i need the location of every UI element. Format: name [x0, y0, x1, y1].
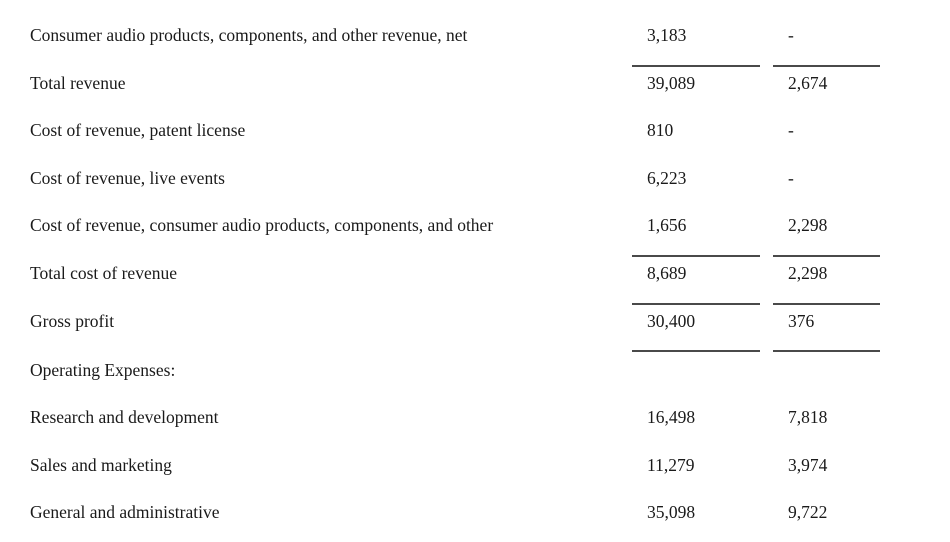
- row-label: Total cost of revenue: [30, 262, 177, 283]
- value-col1: 6,223: [647, 167, 687, 188]
- value-col1: 35,098: [647, 502, 696, 523]
- value-col1: 810: [647, 120, 674, 141]
- value-col1: [632, 352, 760, 400]
- row-label: Operating Expenses:: [30, 359, 176, 380]
- table-row: Consumer audio products, components, and…: [0, 17, 950, 65]
- value-col1: 11,279: [647, 454, 695, 475]
- value-col2: 7,818: [788, 407, 828, 428]
- row-label: Cost of revenue, consumer audio products…: [30, 215, 494, 236]
- table-row: Operating Expenses:: [0, 352, 950, 400]
- value-col1: 16,498: [647, 407, 696, 428]
- row-label: General and administrative: [30, 502, 220, 523]
- table-row: Research and development 16,498 7,818: [0, 399, 950, 447]
- row-label: Sales and marketing: [30, 454, 172, 475]
- value-col2: -: [788, 120, 794, 141]
- value-col1: 1,656: [647, 215, 687, 236]
- value-col2: 3,974: [788, 454, 828, 475]
- table-row: Gross profit 30,400 376: [0, 302, 950, 352]
- value-col1: 30,400: [632, 302, 760, 352]
- row-label: Gross profit: [30, 310, 115, 331]
- value-col1: 3,183: [647, 25, 687, 45]
- value-col2: -: [788, 167, 794, 188]
- financial-table: Consumer audio products, components, and…: [0, 17, 950, 542]
- table-row: Sales and marketing 11,279 3,974: [0, 447, 950, 495]
- table-row: Total cost of revenue 8,689 2,298: [0, 254, 950, 303]
- row-label: Total revenue: [30, 72, 126, 93]
- value-col2: 9,722: [788, 502, 828, 523]
- value-col2: 2,674: [773, 64, 880, 113]
- table-row: Total revenue 39,089 2,674: [0, 64, 950, 113]
- value-col1: 39,089: [632, 64, 760, 113]
- row-label: Consumer audio products, components, and…: [30, 25, 468, 45]
- value-col2: 2,298: [773, 254, 880, 303]
- table-row: Cost of revenue, consumer audio products…: [0, 207, 950, 255]
- row-label: Research and development: [30, 407, 219, 428]
- table-row: Cost of revenue, live events 6,223 -: [0, 160, 950, 208]
- value-col1: 8,689: [632, 254, 760, 303]
- table-row: Cost of revenue, patent license 810 -: [0, 112, 950, 160]
- value-col2: -: [788, 25, 794, 45]
- table-row: General and administrative 35,098 9,722: [0, 494, 950, 542]
- value-col2: 2,298: [788, 215, 828, 236]
- value-col2: [773, 352, 880, 400]
- row-label: Cost of revenue, patent license: [30, 120, 246, 141]
- value-col2: 376: [773, 302, 880, 352]
- row-label: Cost of revenue, live events: [30, 167, 225, 188]
